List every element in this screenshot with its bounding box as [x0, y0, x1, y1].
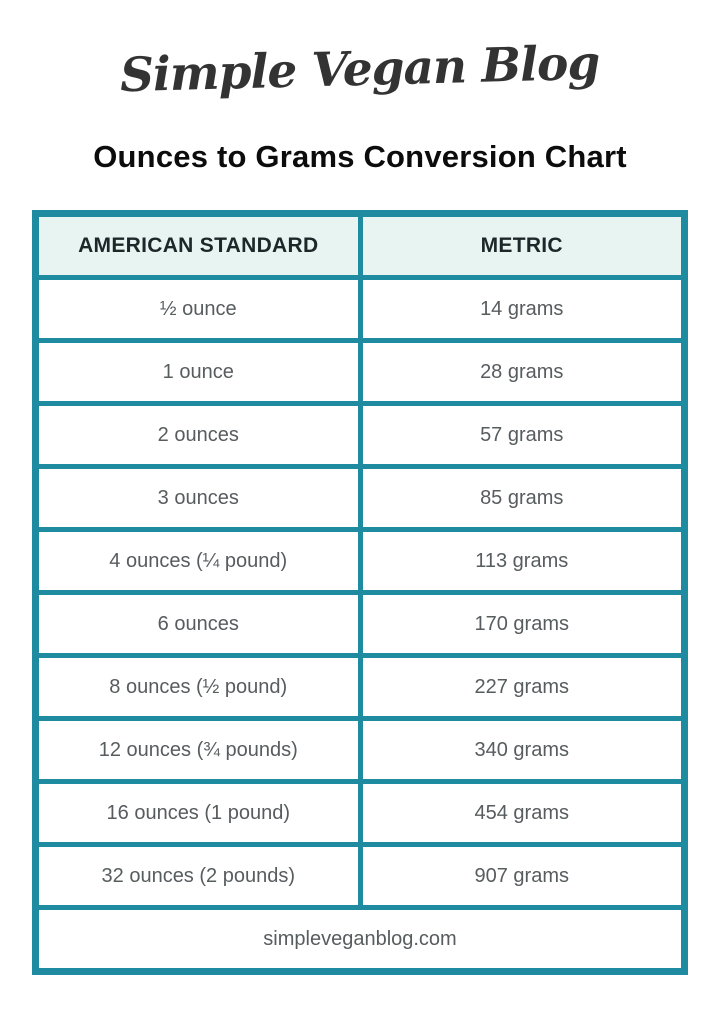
table-cell-american-standard: 32 ounces (2 pounds) — [39, 847, 358, 905]
table-cell-american-standard: 12 ounces (¾ pounds) — [39, 721, 358, 779]
table-cell-american-standard: 3 ounces — [39, 469, 358, 527]
column-header-metric: METRIC — [362, 217, 681, 275]
table-cell-american-standard: 8 ounces (½ pound) — [39, 658, 358, 716]
page-title: Ounces to Grams Conversion Chart — [93, 139, 627, 174]
table-cell-metric: 454 grams — [362, 784, 681, 842]
table-cell-metric: 14 grams — [362, 280, 681, 338]
table-cell-metric: 28 grams — [362, 343, 681, 401]
table-cell-american-standard: 2 ounces — [39, 406, 358, 464]
conversion-table: AMERICAN STANDARD METRIC ½ ounce 14 gram… — [32, 210, 688, 975]
table-cell-american-standard: ½ ounce — [39, 280, 358, 338]
table-cell-metric: 57 grams — [362, 406, 681, 464]
simple-vegan-blog-logo: Simple Vegan Blog — [119, 35, 601, 103]
table-cell-metric: 170 grams — [362, 595, 681, 653]
column-header-american-standard: AMERICAN STANDARD — [39, 217, 358, 275]
table-cell-metric: 85 grams — [362, 469, 681, 527]
table-cell-metric: 907 grams — [362, 847, 681, 905]
table-cell-american-standard: 16 ounces (1 pound) — [39, 784, 358, 842]
table-cell-american-standard: 6 ounces — [39, 595, 358, 653]
website-url: simpleveganblog.com — [39, 910, 681, 968]
table-cell-american-standard: 1 ounce — [39, 343, 358, 401]
table-cell-american-standard: 4 ounces (¼ pound) — [39, 532, 358, 590]
table-cell-metric: 113 grams — [362, 532, 681, 590]
table-cell-metric: 227 grams — [362, 658, 681, 716]
table-cell-metric: 340 grams — [362, 721, 681, 779]
